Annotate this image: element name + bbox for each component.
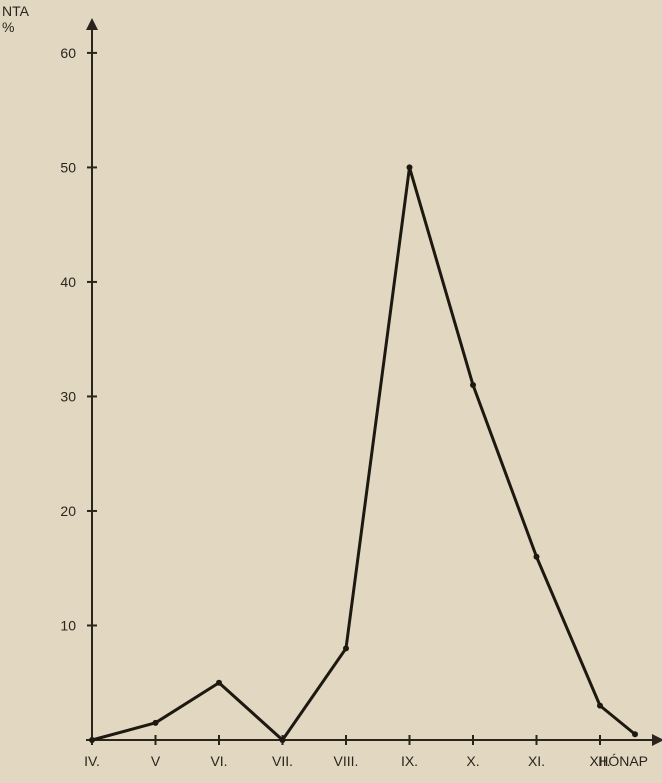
y-tick-label: 20: [60, 503, 76, 519]
y-tick-label: 50: [60, 159, 76, 175]
y-tick-label: 60: [60, 45, 76, 61]
x-tick-label: VIII.: [334, 753, 359, 769]
data-marker: [632, 731, 638, 737]
x-tick-label: VI.: [210, 753, 227, 769]
x-tick-label: X.: [466, 753, 479, 769]
data-marker: [343, 645, 349, 651]
x-tick-label: XI.: [528, 753, 545, 769]
data-marker: [216, 680, 222, 686]
y-axis-title-line: NTA: [2, 3, 30, 19]
chart-background: [0, 0, 662, 783]
line-chart: 10 20 30 40 50 60 NTA% IV. V VI. VII. VIII. IX. X. XI.…: [0, 0, 662, 783]
data-marker: [89, 737, 95, 743]
x-tick-label: IX.: [401, 753, 418, 769]
x-tick-label: V: [151, 753, 161, 769]
x-tick-label: IV.: [84, 753, 100, 769]
y-axis-title-line: %: [2, 19, 14, 35]
data-marker: [280, 737, 286, 743]
y-tick-label: 30: [60, 388, 76, 404]
y-tick-label: 10: [60, 617, 76, 633]
data-marker: [407, 164, 413, 170]
data-marker: [534, 554, 540, 560]
data-marker: [153, 720, 159, 726]
y-tick-label: 40: [60, 274, 76, 290]
data-marker: [597, 703, 603, 709]
x-axis-title: HÓNAP: [598, 753, 648, 769]
data-marker: [470, 382, 476, 388]
x-tick-label: VII.: [272, 753, 293, 769]
